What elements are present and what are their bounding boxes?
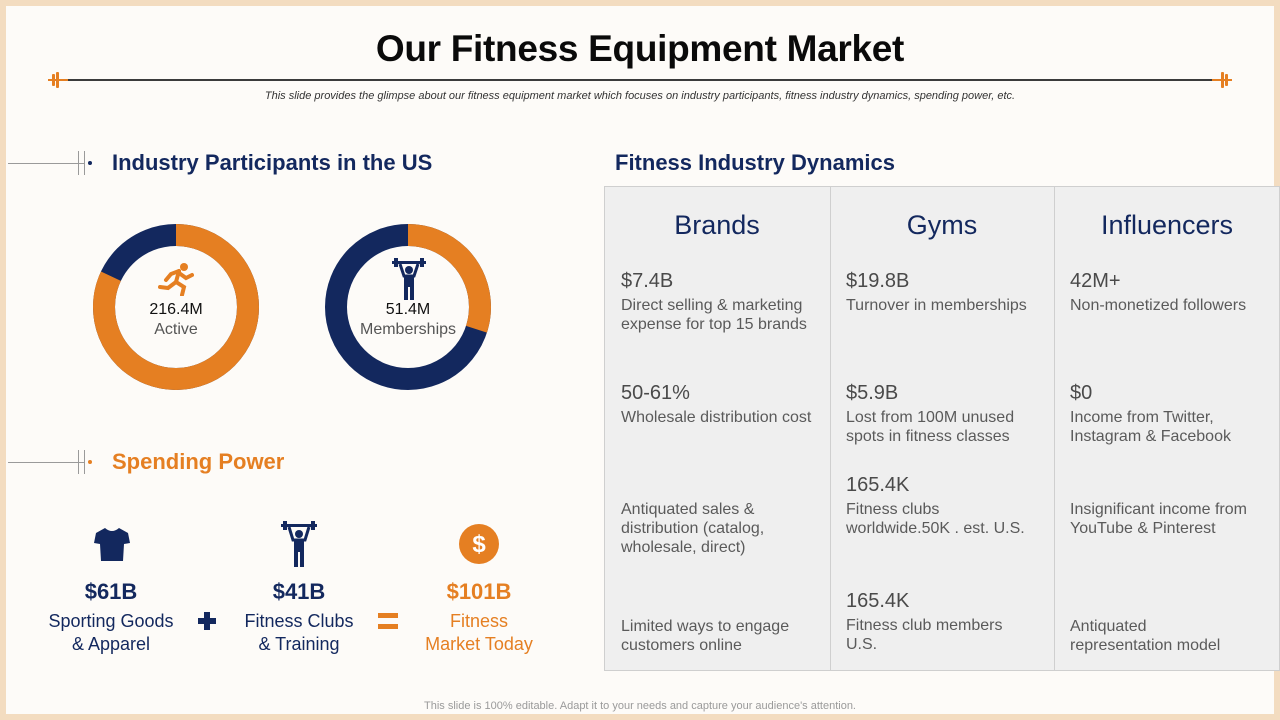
donut-orange-arc (325, 224, 491, 390)
page-title: Our Fitness Equipment Market (375, 28, 905, 69)
section-bullet (88, 460, 92, 464)
cell-text: Non-monetized followers (1070, 297, 1247, 314)
svg-text:$: $ (472, 531, 486, 558)
footer-note: This slide is 100% editable. Adapt it to… (424, 700, 856, 712)
brands-cell: Limited ways to engage customers online (621, 614, 831, 655)
market-today-value: $101B (446, 579, 512, 604)
title-divider (66, 79, 1214, 81)
brands-cell: $7.4B Direct selling & marketing expense… (621, 269, 831, 334)
column-head-gyms: Gyms (906, 210, 978, 240)
tshirt-icon (94, 528, 130, 561)
active-donut-chart (93, 224, 259, 390)
memberships-donut-chart (325, 224, 491, 390)
cell-text: Lost from 100M unused spots in fitness c… (846, 409, 1015, 445)
running-person-icon (158, 263, 194, 296)
brands-cell: Antiquated sales & distribution (catalog… (621, 497, 831, 557)
influencers-cell: 42M+ Non-monetized followers (1070, 269, 1280, 315)
gyms-cell: $19.8B Turnover in memberships (846, 269, 1056, 315)
cell-text: Turnover in memberships (846, 297, 1027, 314)
participants-heading: Industry Participants in the US (112, 150, 433, 175)
section-decoration-tick (84, 151, 85, 175)
plus-icon (198, 612, 216, 630)
column-head-influencers: Influencers (1100, 210, 1234, 240)
cell-value: $7.4B (621, 270, 674, 292)
memberships-value: 51.4M (385, 301, 431, 318)
label-line: Fitness (449, 611, 509, 631)
gyms-cell: 165.4K Fitness clubs worldwide.50K . est… (846, 473, 1056, 538)
cell-text: Antiquated sales & distribution (catalog… (621, 501, 765, 556)
cell-text: Limited ways to engage customers online (621, 618, 790, 654)
cell-value: 165.4K (846, 590, 910, 612)
weightlifter-icon (392, 258, 426, 300)
column-separator (1054, 186, 1055, 671)
memberships-donut-label: 51.4M Memberships (348, 300, 468, 340)
fitness-clubs-value: $41B (272, 579, 326, 604)
gyms-cell: $5.9B Lost from 100M unused spots in fit… (846, 381, 1056, 446)
dynamics-panel (604, 186, 1280, 671)
cell-text: Direct selling & marketing expense for t… (621, 297, 807, 333)
section-decoration-line (8, 163, 84, 164)
donut-orange-arc (93, 224, 259, 390)
influencers-cell: $0 Income from Twitter, Instagram & Face… (1070, 381, 1280, 446)
dynamics-heading: Fitness Industry Dynamics (615, 150, 895, 175)
section-decoration-tick (78, 450, 79, 474)
cell-text: Antiquated representation model (1070, 618, 1221, 654)
dumbbell-right-icon (1212, 72, 1232, 88)
influencers-cell: Antiquated representation model (1070, 614, 1280, 655)
fitness-clubs-label: Fitness Clubs & Training (218, 610, 380, 656)
cell-value: $0 (1070, 382, 1093, 404)
memberships-label: Memberships (359, 321, 457, 338)
cell-text: Fitness clubs worldwide.50K . est. U.S. (846, 501, 1025, 537)
section-bullet (88, 161, 92, 165)
spending-heading: Spending Power (112, 449, 285, 474)
active-label: Active (154, 321, 198, 338)
cell-value: 50-61% (621, 382, 690, 404)
sporting-goods-label: Sporting Goods & Apparel (30, 610, 192, 656)
influencers-cell: Insignificant income from YouTube & Pint… (1070, 497, 1280, 538)
active-donut-label: 216.4M Active (126, 300, 226, 340)
cell-text: Wholesale distribution cost (621, 409, 812, 426)
dumbbell-left-icon (48, 72, 68, 88)
cell-value: 42M+ (1070, 270, 1121, 292)
cell-value: $5.9B (846, 382, 899, 404)
label-line: Sporting Goods (48, 611, 174, 631)
cell-text: Income from Twitter, Instagram & Faceboo… (1070, 409, 1231, 445)
cell-value: 165.4K (846, 474, 910, 496)
page-subtitle: This slide provides the glimpse about ou… (264, 90, 1016, 102)
gyms-cell: 165.4K Fitness club members U.S. (846, 589, 1056, 654)
dollar-icon: $ (459, 524, 499, 564)
label-line: & Apparel (71, 634, 151, 654)
section-decoration-tick (78, 151, 79, 175)
section-decoration-line (8, 462, 84, 463)
sporting-goods-value: $61B (84, 579, 138, 604)
cell-value: $19.8B (846, 270, 910, 292)
section-decoration-tick (84, 450, 85, 474)
cell-text: Insignificant income from YouTube & Pint… (1070, 501, 1247, 537)
column-head-brands: Brands (674, 210, 760, 240)
label-line: & Training (258, 634, 340, 654)
market-today-label: Fitness Market Today (398, 610, 560, 656)
brands-cell: 50-61% Wholesale distribution cost (621, 381, 831, 427)
equals-icon (378, 613, 398, 629)
cell-text: Fitness club members U.S. (846, 617, 1003, 653)
active-value: 216.4M (149, 301, 203, 318)
weightlifter-icon (281, 521, 317, 567)
column-separator (830, 186, 831, 671)
label-line: Market Today (425, 634, 533, 654)
label-line: Fitness Clubs (244, 611, 354, 631)
